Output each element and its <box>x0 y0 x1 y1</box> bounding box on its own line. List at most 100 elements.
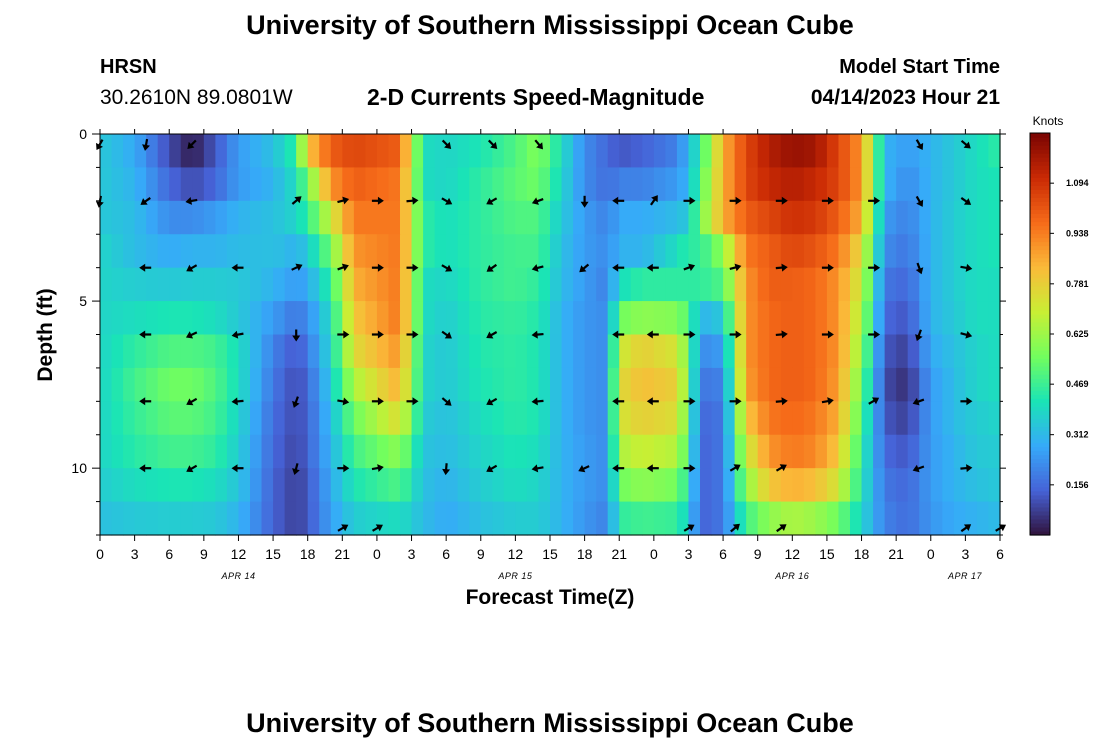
heatmap-cell <box>976 468 990 503</box>
heatmap-cell <box>561 134 574 169</box>
heatmap-cell <box>884 134 897 169</box>
heatmap-cell <box>723 434 736 469</box>
current-vector-arrow <box>441 397 452 406</box>
heatmap-cell <box>653 234 666 269</box>
heatmap-cell <box>376 134 390 169</box>
heatmap-cell <box>769 301 782 336</box>
heatmap-cell <box>723 134 736 169</box>
heatmap-cell <box>896 301 909 336</box>
station-coordinates: 30.2610N 89.0801W <box>100 86 293 109</box>
current-vector-arrow <box>912 397 925 406</box>
heatmap-cell <box>711 468 724 503</box>
colorbar-band <box>1030 189 1050 194</box>
current-vector-arrow <box>186 397 198 406</box>
colorbar-band <box>1030 269 1050 275</box>
heatmap-cell <box>376 468 390 503</box>
heatmap-cell <box>411 367 424 402</box>
heatmap-cell <box>907 334 920 369</box>
colorbar-band <box>1030 313 1050 319</box>
heatmap-cell <box>896 434 909 469</box>
heatmap-cell <box>873 267 886 302</box>
colorbar-title: Knots <box>1033 114 1064 128</box>
heatmap-cell <box>653 334 666 369</box>
heatmap-cell <box>296 301 309 336</box>
heatmap-cell <box>746 501 759 536</box>
heatmap-cell <box>538 200 551 235</box>
heatmap-cell <box>988 468 1001 503</box>
heatmap-cell <box>100 434 113 469</box>
heatmap-cell <box>319 434 332 469</box>
heatmap-cell <box>803 434 816 469</box>
heatmap-cell <box>307 267 320 302</box>
heatmap-cell <box>826 434 840 469</box>
heatmap-cell <box>584 267 597 302</box>
current-vector-arrow <box>531 264 544 272</box>
y-tick-label: 0 <box>79 126 87 142</box>
heatmap-cell <box>769 501 782 536</box>
heatmap-cell <box>896 334 909 369</box>
heatmap-cell <box>884 334 897 369</box>
heatmap-cell <box>434 167 447 202</box>
heatmap-cell <box>653 267 666 302</box>
heatmap-cell <box>100 401 113 436</box>
heatmap-cell <box>307 134 320 169</box>
heatmap-cell <box>838 434 851 469</box>
heatmap-cell <box>630 367 643 402</box>
heatmap-cell <box>642 134 655 169</box>
heatmap-cell <box>284 267 297 302</box>
heatmap-cell <box>180 501 193 536</box>
current-vector-arrow <box>775 330 788 339</box>
heatmap-cell <box>515 234 528 269</box>
heatmap-cell <box>423 367 436 402</box>
heatmap-cell <box>653 468 666 503</box>
colorbar-band <box>1030 329 1050 335</box>
heatmap-cell <box>284 200 297 235</box>
heatmap-cell <box>700 501 713 536</box>
heatmap-cell <box>780 367 793 402</box>
heatmap-cell <box>596 234 609 269</box>
heatmap-cell <box>838 234 851 269</box>
x-tick-label: 15 <box>542 546 558 562</box>
heatmap-cell <box>100 234 113 269</box>
heatmap-cell <box>711 200 724 235</box>
heatmap-cell <box>469 468 482 503</box>
heatmap-cell <box>226 367 240 402</box>
x-tick-label: 12 <box>231 546 247 562</box>
heatmap-cell <box>169 334 182 369</box>
heatmap-cell <box>907 301 920 336</box>
heatmap-cell <box>261 234 274 269</box>
heatmap-cell <box>607 134 620 169</box>
heatmap-cell <box>746 267 759 302</box>
heatmap-cell <box>157 200 170 235</box>
heatmap-cell <box>630 167 643 202</box>
chart-title: University of Southern Mississippi Ocean… <box>246 10 854 40</box>
heatmap-cell <box>446 134 459 169</box>
heatmap-cell <box>676 468 690 503</box>
heatmap-cell <box>826 301 840 336</box>
chart-subtitle: 2-D Currents Speed-Magnitude <box>367 84 705 110</box>
heatmap-cell <box>803 234 816 269</box>
heatmap-cell <box>757 401 770 436</box>
heatmap-cell <box>630 234 643 269</box>
date-label: APR 14 <box>220 571 255 581</box>
heatmap-cell <box>400 367 413 402</box>
heatmap-cell <box>434 134 447 169</box>
current-vector-arrow <box>534 139 543 150</box>
heatmap-cell <box>746 200 759 235</box>
heatmap-cell <box>492 167 505 202</box>
heatmap-cell <box>526 234 540 269</box>
heatmap-cell <box>469 301 482 336</box>
heatmap-cell <box>400 134 413 169</box>
heatmap-cell <box>965 301 978 336</box>
heatmap-cell <box>250 134 263 169</box>
current-vector-arrow <box>915 329 923 342</box>
heatmap-cell <box>780 401 793 436</box>
heatmap-cell <box>503 501 516 536</box>
heatmap-cell <box>700 468 713 503</box>
heatmap-cell <box>480 167 493 202</box>
current-vector-arrow <box>580 195 589 208</box>
heatmap-cell <box>873 334 886 369</box>
colorbar-band <box>1030 249 1050 255</box>
heatmap-cell <box>342 334 355 369</box>
heatmap-cell <box>919 468 932 503</box>
